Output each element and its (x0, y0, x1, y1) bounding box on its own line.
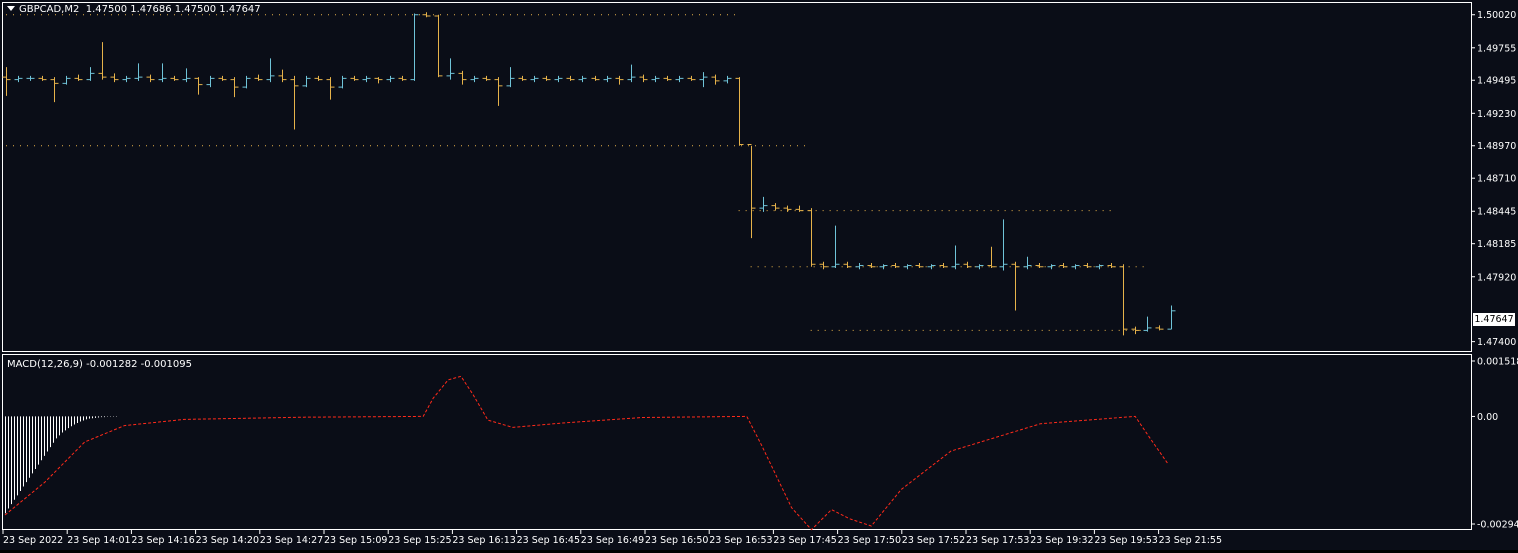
time-tick-label: 23 Sep 17:50 (838, 535, 901, 546)
macd-tick-label: -0.002945 (1477, 519, 1518, 530)
candles (2, 12, 1176, 336)
time-tick-label: 23 Sep 17:52 (902, 535, 965, 546)
macd-tick-label: 0.001518 (1477, 356, 1518, 367)
macd-signal-line (4, 375, 1169, 531)
price-tick-label: 1.48445 (1477, 207, 1516, 218)
macd-pane-frame (2, 354, 1472, 530)
price-axis: 1.50020 1.49755 1.49495 1.49230 1.48970 1.487… (1471, 10, 1516, 348)
time-tick-label: 23 Sep 16:50 (645, 535, 708, 546)
price-tick-label: 1.48710 (1477, 174, 1516, 185)
chevron-down-icon[interactable] (7, 6, 15, 11)
price-tick-label: 1.50020 (1477, 10, 1516, 21)
time-axis: 23 Sep 2022 23 Sep 14:01 23 Sep 14:16 23 Se… (2, 530, 1222, 546)
price-tick-label: 1.49230 (1477, 109, 1516, 120)
macd-axis: 0.001518 0.00 -0.002945 (1471, 356, 1518, 530)
price-tick-label: 1.48185 (1477, 239, 1516, 250)
time-tick-label: 23 Sep 16:13 (452, 535, 515, 546)
price-tick-label: 1.49495 (1477, 76, 1516, 87)
price-tick-label: 1.47920 (1477, 272, 1516, 283)
time-tick-label: 23 Sep 17:45 (773, 535, 836, 546)
ohlc-values: 1.47500 1.47686 1.47500 1.47647 (85, 4, 261, 15)
time-tick-label: 23 Sep 14:20 (196, 535, 259, 546)
time-tick-label: 23 Sep 14:16 (131, 535, 194, 546)
price-tick-label: 1.49755 (1477, 43, 1516, 54)
symbol-label: GBPCAD,M2 (19, 4, 80, 15)
time-tick-label: 23 Sep 16:53 (709, 535, 772, 546)
time-tick-label: 23 Sep 19:32 (1030, 535, 1093, 546)
price-pane-frame (2, 2, 1472, 352)
time-tick-label: 23 Sep 16:49 (581, 535, 644, 546)
time-tick-label: 23 Sep 2022 (3, 535, 63, 546)
macd-indicator (4, 375, 1169, 531)
time-tick-label: 23 Sep 15:09 (324, 535, 387, 546)
time-tick-label: 23 Sep 14:01 (67, 535, 130, 546)
chart-title: GBPCAD,M2 1.47500 1.47686 1.47500 1.4764… (7, 4, 261, 15)
price-tick-label: 1.47400 (1477, 337, 1516, 348)
macd-title: MACD(12,26,9) -0.001282 -0.001095 (7, 359, 192, 370)
price-tick-label: 1.48970 (1477, 141, 1516, 152)
price-levels (6, 14, 1147, 331)
time-tick-label: 23 Sep 16:45 (517, 535, 580, 546)
time-tick-label: 23 Sep 17:53 (966, 535, 1029, 546)
time-tick-label: 23 Sep 15:25 (388, 535, 451, 546)
macd-tick-label: 0.00 (1477, 412, 1498, 423)
time-tick-label: 23 Sep 21:55 (1159, 535, 1222, 546)
time-tick-label: 23 Sep 14:27 (260, 535, 323, 546)
time-tick-label: 23 Sep 19:53 (1094, 535, 1157, 546)
last-price-label: 1.47647 (1473, 313, 1515, 326)
